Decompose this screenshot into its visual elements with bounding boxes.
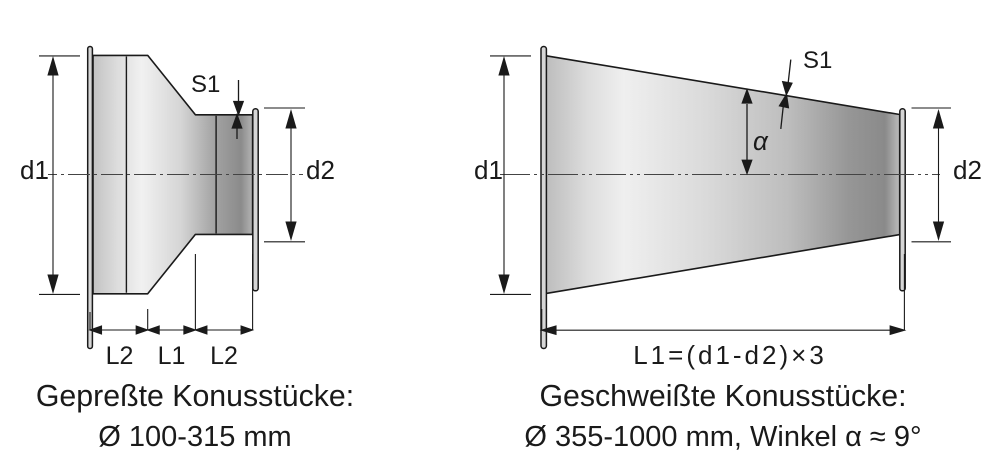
svg-text:α: α [753, 126, 769, 156]
svg-text:d1: d1 [20, 155, 49, 185]
svg-text:L1: L1 [158, 342, 186, 370]
svg-text:L1=(d1-d2)×3: L1=(d1-d2)×3 [633, 340, 827, 370]
svg-text:S1: S1 [191, 71, 220, 98]
svg-text:Gepreßte Konusstücke:: Gepreßte Konusstücke: [36, 380, 354, 413]
svg-text:Ø 100-315 mm: Ø 100-315 mm [98, 421, 291, 453]
svg-text:d1: d1 [474, 155, 503, 185]
svg-text:Geschweißte Konusstücke:: Geschweißte Konusstücke: [539, 380, 906, 413]
svg-text:L2: L2 [106, 342, 134, 370]
svg-text:Ø 355-1000 mm, Winkel α ≈ 9°: Ø 355-1000 mm, Winkel α ≈ 9° [524, 421, 921, 453]
svg-text:d2: d2 [306, 155, 335, 185]
svg-text:S1: S1 [803, 47, 832, 74]
svg-text:d2: d2 [953, 155, 982, 185]
svg-text:L2: L2 [210, 342, 238, 370]
